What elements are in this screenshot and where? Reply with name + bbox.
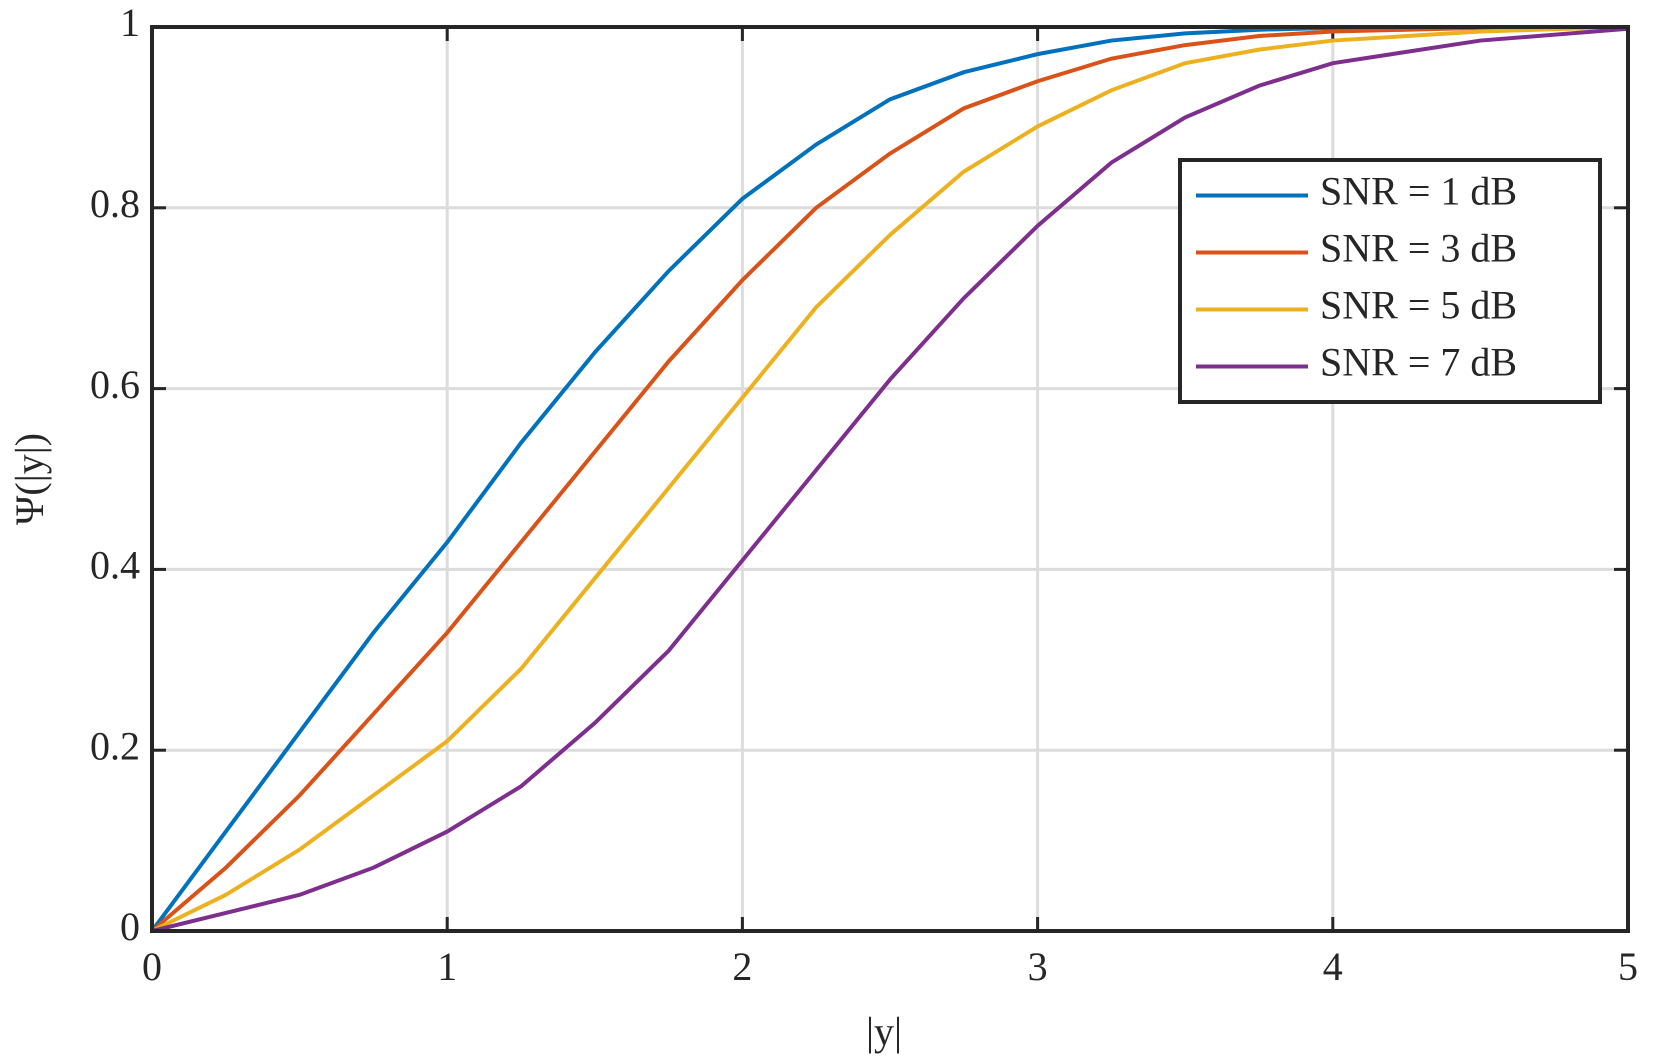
x-tick-label: 0 bbox=[142, 944, 162, 989]
y-axis-label: Ψ(|y|) bbox=[7, 433, 52, 525]
legend-label: SNR = 7 dB bbox=[1320, 340, 1517, 385]
series-line bbox=[150, 25, 1629, 933]
y-tick-label: 0.4 bbox=[90, 543, 140, 588]
series-line bbox=[151, 25, 1629, 933]
legend-label: SNR = 1 dB bbox=[1320, 169, 1517, 214]
y-tick-label: 0.8 bbox=[90, 181, 140, 226]
x-tick-label: 2 bbox=[732, 944, 752, 989]
plot-frame bbox=[150, 25, 1630, 933]
y-tick-label: 0 bbox=[120, 904, 140, 949]
legend-label: SNR = 5 dB bbox=[1320, 283, 1517, 328]
series-line bbox=[150, 25, 1628, 933]
x-axis-label: |y| bbox=[866, 1009, 902, 1054]
legend-label: SNR = 3 dB bbox=[1320, 226, 1517, 271]
x-tick-label: 1 bbox=[437, 944, 457, 989]
y-tick-label: 0.2 bbox=[90, 723, 140, 768]
x-tick-label: 5 bbox=[1618, 944, 1638, 989]
x-tick-label: 4 bbox=[1323, 944, 1343, 989]
legend-box bbox=[1178, 158, 1602, 404]
x-tick-label: 3 bbox=[1028, 944, 1048, 989]
y-tick-label: 0.6 bbox=[90, 362, 140, 407]
series-line bbox=[151, 26, 1629, 933]
y-tick-label: 1 bbox=[120, 0, 140, 45]
